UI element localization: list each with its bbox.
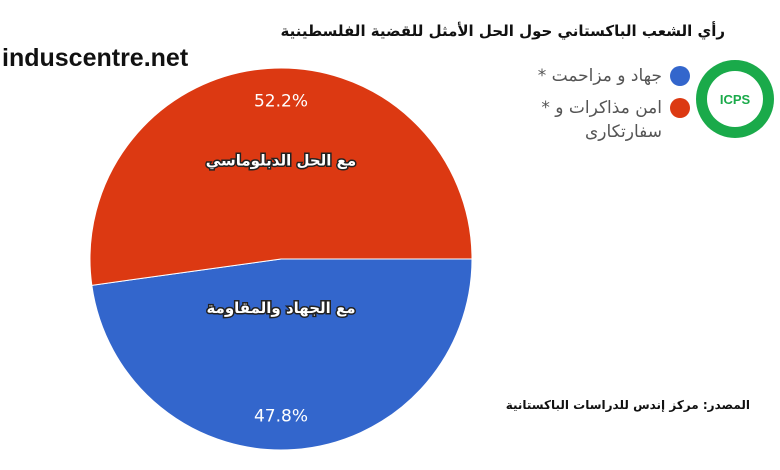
- legend-item-jihad: جهاد و مزاحمت *: [510, 64, 690, 88]
- legend: جهاد و مزاحمت * امن مذاکرات و * سفارتکار…: [510, 64, 690, 152]
- pie-value-label-1: 52.2%: [254, 91, 308, 111]
- pie-inner-label-1: مع الحل الدبلوماسي: [206, 152, 356, 170]
- pie-inner-label-0: مع الجهاد والمقاومة: [206, 299, 355, 317]
- legend-swatch-jihad: [670, 66, 690, 86]
- legend-label-diplomacy: امن مذاکرات و * سفارتکاری: [541, 98, 662, 142]
- watermark-text: induscentre.net: [2, 44, 189, 72]
- legend-label-jihad: جهاد و مزاحمت *: [537, 66, 662, 86]
- pie-value-label-0: 47.8%: [254, 407, 308, 427]
- chart-title: رأي الشعب الباكستاني حول الحل الأمثل للق…: [280, 22, 725, 40]
- logo-text: ICPS: [707, 71, 763, 127]
- pie-slice-1: [89, 67, 473, 286]
- source-note: المصدر: مركز إندس للدراسات الباكستانية: [505, 398, 750, 412]
- legend-swatch-diplomacy: [670, 98, 690, 118]
- pie-slice-0: [91, 258, 473, 451]
- legend-item-diplomacy: امن مذاکرات و * سفارتکاری: [510, 96, 690, 144]
- icps-logo: ICPS: [696, 60, 774, 138]
